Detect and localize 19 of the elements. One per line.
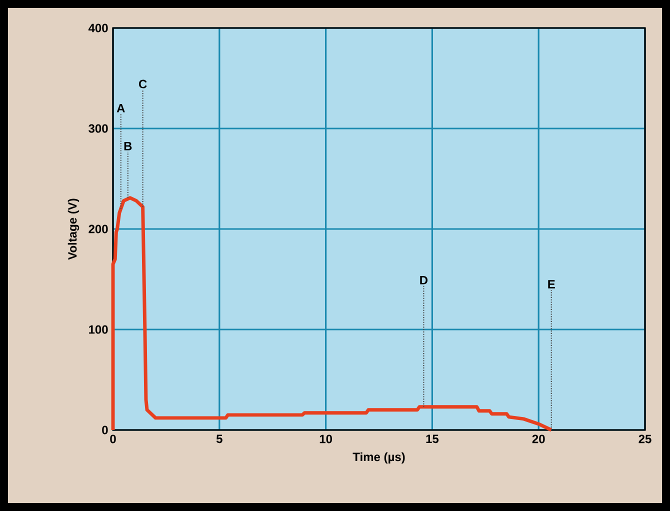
- annotation: E: [548, 280, 555, 288]
- annotation: C: [138, 80, 147, 88]
- x-tick-label: 15: [426, 434, 439, 444]
- x-tick-label: 20: [532, 434, 545, 444]
- y-tick-label: 300: [88, 124, 108, 133]
- x-tick-label: 0: [110, 434, 116, 444]
- y-tick-label: 100: [89, 325, 108, 334]
- annotation: D: [420, 276, 428, 284]
- x-tick-label: 10: [320, 434, 332, 444]
- y-tick-label: 200: [88, 224, 108, 234]
- y-axis-title: Voltage (V): [68, 198, 80, 260]
- x-axis-title: Time (µs): [352, 452, 405, 464]
- annotation: B: [124, 142, 132, 150]
- line-series: [111, 196, 554, 432]
- x-tick-label: 25: [638, 434, 652, 444]
- y-tick-label: 400: [88, 24, 108, 32]
- annotation: A: [116, 104, 125, 112]
- x-tick-label: 5: [216, 434, 222, 444]
- y-tick-label: 0: [102, 426, 108, 434]
